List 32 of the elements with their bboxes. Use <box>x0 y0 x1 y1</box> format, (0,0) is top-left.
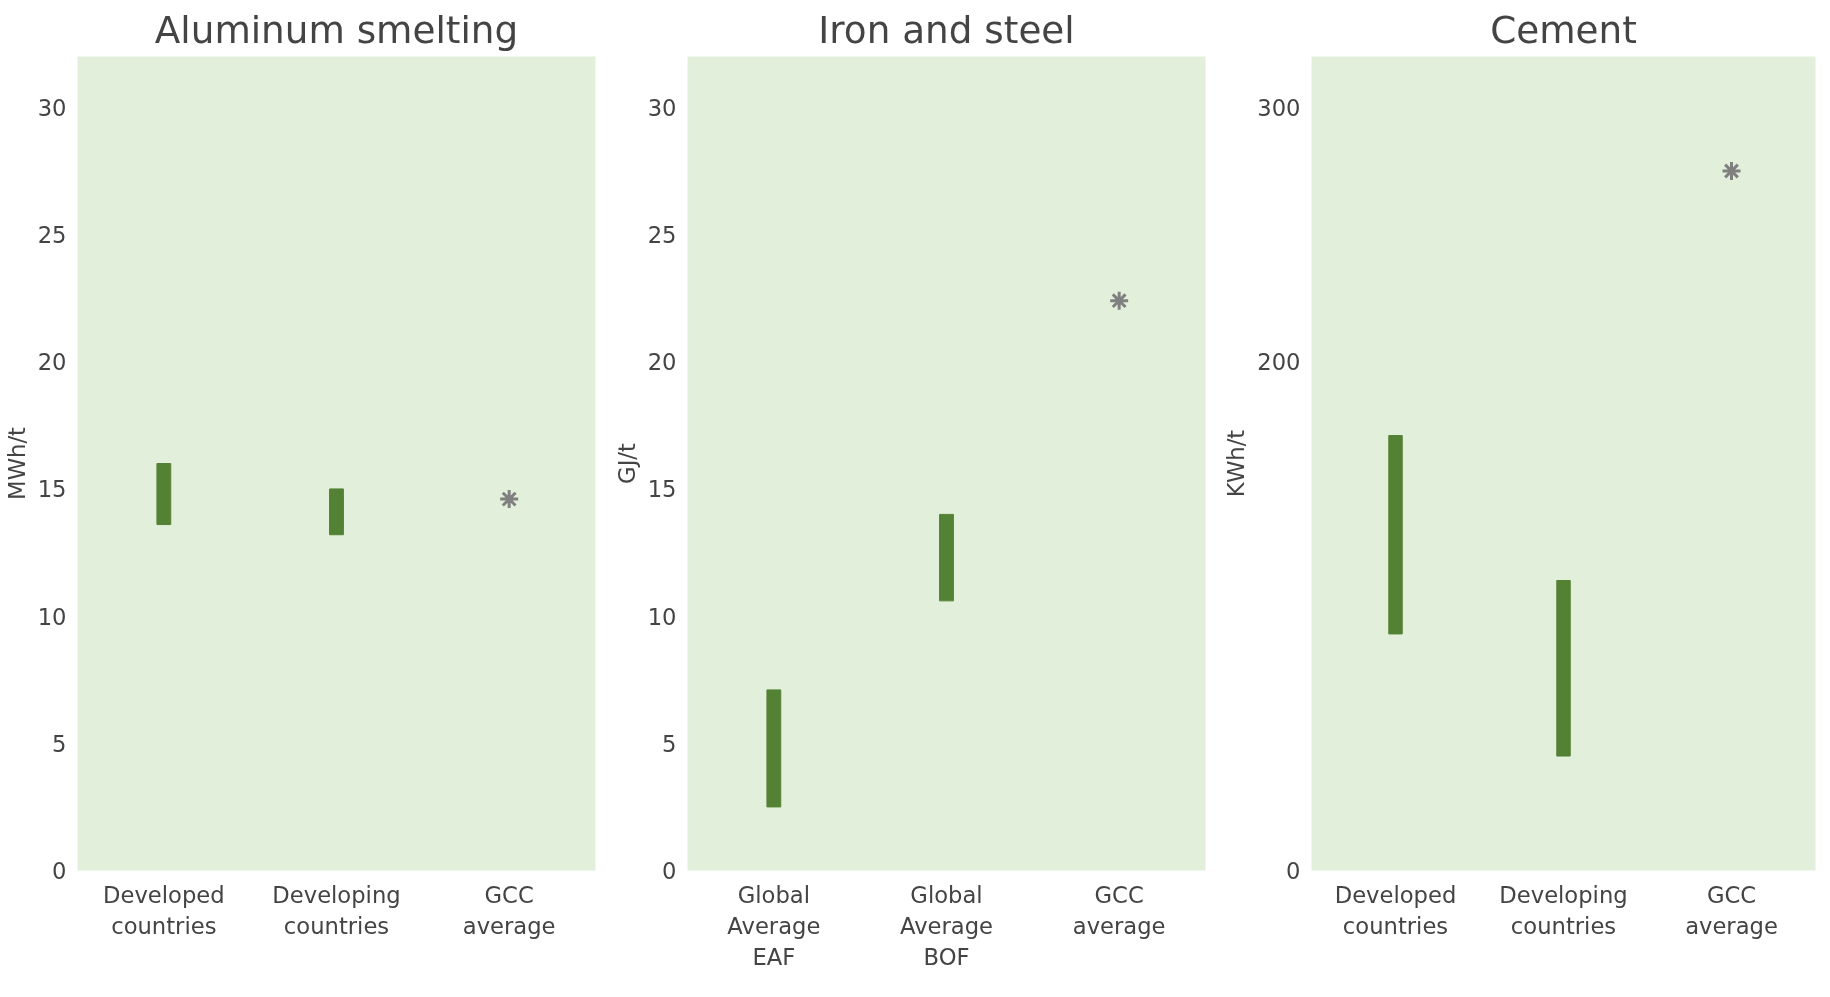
y-tick-label: 10 <box>37 603 67 630</box>
y-tick-label: 20 <box>647 349 677 376</box>
x-tick-label: GCC average <box>1072 881 1166 939</box>
y-tick-label: 300 <box>1257 94 1301 121</box>
x-tick-label: GCC average <box>462 881 556 939</box>
x-tick-label: Developed countries <box>103 881 225 939</box>
y-tick-label: 0 <box>662 858 677 884</box>
y-tick-label: 20 <box>37 349 67 376</box>
x-tick-label: Developed countries <box>1334 881 1457 939</box>
x-tick-label: Developing countries <box>1499 881 1628 939</box>
y-tick-label: 25 <box>37 222 67 249</box>
y-axis-title: GJ/t <box>613 443 640 484</box>
y-tick-label: 15 <box>37 476 67 503</box>
x-tick-label: Global Average EAF <box>727 881 821 970</box>
y-tick-label: 0 <box>1286 858 1301 884</box>
x-tick-label: GCC average <box>1685 881 1778 939</box>
y-axis-title: KWh/t <box>1223 429 1250 498</box>
chart-title: Aluminum smelting <box>154 7 519 52</box>
y-tick-label: 10 <box>647 603 677 630</box>
chart-title: Iron and steel <box>818 7 1075 52</box>
y-tick-label: 30 <box>647 94 677 121</box>
x-tick-label: Global Average BOF <box>899 881 994 970</box>
y-tick-label: 25 <box>647 222 677 249</box>
y-tick-label: 30 <box>37 94 67 121</box>
y-tick-label: 200 <box>1257 349 1301 376</box>
y-tick-label: 5 <box>662 730 677 757</box>
y-axis-title: MWh/t <box>3 426 30 500</box>
chart-title: Cement <box>1490 7 1637 52</box>
y-tick-label: 5 <box>52 730 67 757</box>
y-tick-label: 0 <box>52 858 67 884</box>
y-tick-label: 15 <box>647 476 677 503</box>
x-tick-label: Developing countries <box>272 881 401 939</box>
